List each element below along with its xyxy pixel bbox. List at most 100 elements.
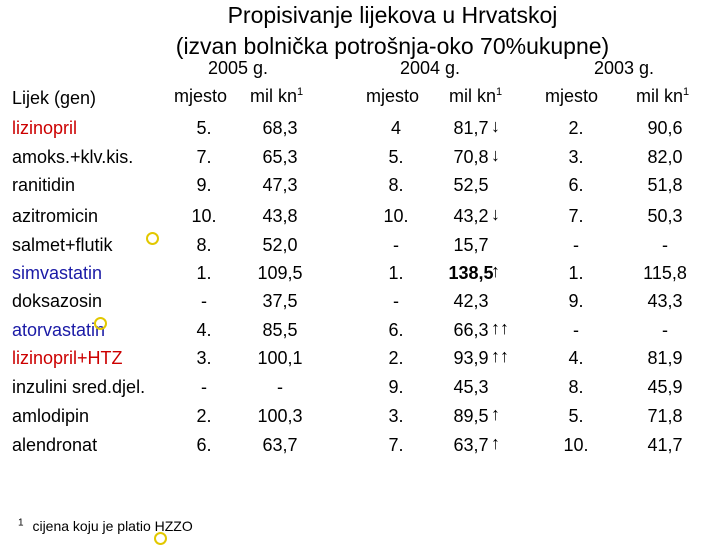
drug-name: lizinopril <box>12 118 78 138</box>
drug-name: doksazosin <box>12 291 103 311</box>
table-cell: 70,8 <box>453 147 489 167</box>
arrow-up-icon: ↑↑ <box>491 318 509 338</box>
drug-name: lizinopril+HTZ <box>12 348 123 368</box>
arrow-down-icon: ↓ <box>491 204 500 224</box>
table-cell: 5. <box>196 118 212 138</box>
table-cell: 66,3 <box>453 320 489 340</box>
table-cell: - <box>662 235 668 255</box>
table-cell: 63,7 <box>453 435 489 455</box>
table-cell: 5. <box>568 406 584 426</box>
table-cell: 10. <box>563 435 589 455</box>
drug-name: salmet+flutik <box>12 235 113 255</box>
table-cell: - <box>393 235 399 255</box>
table-cell: 8. <box>568 377 584 397</box>
table-cell: 85,5 <box>262 320 298 340</box>
table-cell: 1. <box>388 263 404 283</box>
table-cell: 100,1 <box>257 348 303 368</box>
table-cell: - <box>393 291 399 311</box>
table-cell: 47,3 <box>262 175 298 195</box>
table-cell: 8. <box>196 235 212 255</box>
header-milkn-2004: mil kn1 <box>449 86 503 106</box>
table-cell: 1. <box>568 263 584 283</box>
table-cell: 7. <box>568 206 584 226</box>
table-cell: 81,7 <box>453 118 489 138</box>
table-cell: 3. <box>568 147 584 167</box>
table-cell: 10. <box>383 206 409 226</box>
ring-marker <box>94 317 107 330</box>
footnote: 1 cijena koju je platio HZZO <box>18 517 193 534</box>
table-cell: 71,8 <box>647 406 683 426</box>
title-line-2: (izvan bolnička potrošnja-oko 70%ukupne) <box>175 33 610 59</box>
header-milkn-2005: mil kn1 <box>250 86 304 106</box>
header-mjesto-2004: mjesto <box>366 86 420 106</box>
table-cell: - <box>662 320 668 340</box>
table-cell: 52,0 <box>262 235 298 255</box>
table-cell: - <box>573 235 579 255</box>
drug-name: ranitidin <box>12 175 76 195</box>
table-cell: 7. <box>388 435 404 455</box>
table-cell: 115,8 <box>643 263 687 283</box>
drug-name: azitromicin <box>12 206 99 226</box>
arrow-down-icon: ↓ <box>491 116 500 136</box>
arrow-up-icon: ↑ <box>491 404 500 424</box>
table-cell: 109,5 <box>257 263 303 283</box>
table-cell: 4 <box>390 118 401 138</box>
drug-name: simvastatin <box>12 263 103 283</box>
drug-name: amlodipin <box>12 406 90 426</box>
drug-name: amoks.+klv.kis. <box>12 147 134 167</box>
table-cell: 82,0 <box>647 147 683 167</box>
table-cell: 93,9 <box>453 348 489 368</box>
table-cell: 138,5 <box>448 263 494 283</box>
year-2005: 2005 g. <box>208 58 269 78</box>
header-mjesto-2003: mjesto <box>545 86 599 106</box>
year-2003: 2003 g. <box>594 58 655 78</box>
table-cell: 42,3 <box>453 291 489 311</box>
drug-name: atorvastatin <box>12 320 106 340</box>
table-cell: 43,3 <box>647 291 683 311</box>
drug-name: alendronat <box>12 435 98 455</box>
table-cell: 68,3 <box>262 118 298 138</box>
table-cell: 2. <box>196 406 212 426</box>
table-cell: 2. <box>568 118 584 138</box>
drug-name: inzulini sred.djel. <box>12 377 146 397</box>
table-cell: 9. <box>388 377 404 397</box>
table-cell: 9. <box>196 175 212 195</box>
table-cell: 3. <box>196 348 212 368</box>
arrow-up-icon: ↑ <box>491 433 500 453</box>
table-cell: 2. <box>388 348 404 368</box>
table-cell: 4. <box>196 320 212 340</box>
table-cell: 51,8 <box>647 175 683 195</box>
table-cell: 89,5 <box>453 406 489 426</box>
table-cell: 6. <box>388 320 404 340</box>
table-cell: 43,2 <box>453 206 489 226</box>
table-cell: 10. <box>191 206 217 226</box>
table-cell: - <box>573 320 579 340</box>
arrow-up-icon: ↑↑ <box>491 346 509 366</box>
arrow-up-icon: ↑ <box>491 261 500 281</box>
header-mjesto-2005: mjesto <box>174 86 228 106</box>
header-milkn-2003: mil kn1 <box>636 86 690 106</box>
table-cell: 81,9 <box>647 348 683 368</box>
table-cell: 8. <box>388 175 404 195</box>
table-cell: 65,3 <box>262 147 298 167</box>
table-cell: 6. <box>568 175 584 195</box>
table-cell: 45,9 <box>647 377 683 397</box>
table-cell: 50,3 <box>647 206 683 226</box>
table-cell: 45,3 <box>453 377 489 397</box>
table-cell: 3. <box>388 406 404 426</box>
table-cell: - <box>201 377 207 397</box>
table-cell: 4. <box>568 348 584 368</box>
table-cell: 90,6 <box>647 118 683 138</box>
ring-marker <box>146 232 159 245</box>
table-cell: 37,5 <box>262 291 298 311</box>
table-cell: - <box>201 291 207 311</box>
table-cell: 1. <box>196 263 212 283</box>
table-cell: 9. <box>568 291 584 311</box>
table-cell: 43,8 <box>262 206 298 226</box>
table-cell: 100,3 <box>257 406 303 426</box>
table-cell: 15,7 <box>453 235 489 255</box>
table-cell: - <box>277 377 283 397</box>
table-cell: 63,7 <box>262 435 298 455</box>
title-line-1: Propisivanje lijekova u Hrvatskoj <box>227 2 558 28</box>
header-lijek: Lijek (gen) <box>12 88 97 108</box>
